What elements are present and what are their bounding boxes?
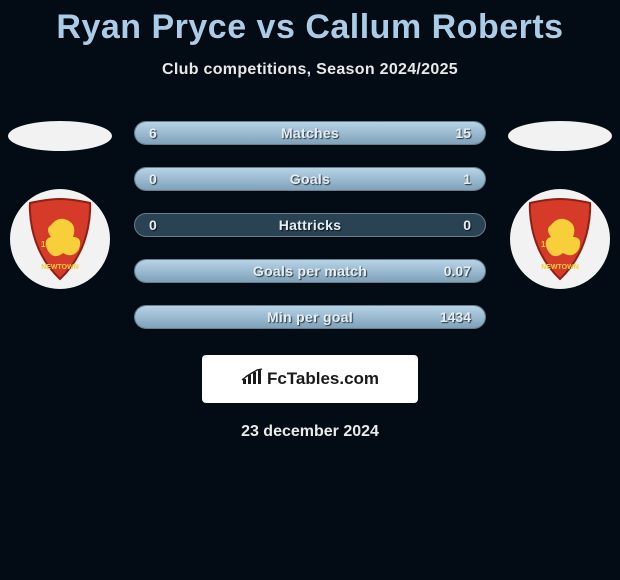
- svg-text:18: 18: [41, 240, 50, 249]
- right-club-badge: 18 75 NEWTOWN: [510, 189, 610, 289]
- attribution-text: FcTables.com: [267, 369, 379, 389]
- stat-label: Matches: [135, 122, 485, 144]
- left-player-column: 18 75 NEWTOWN: [0, 121, 120, 289]
- stat-bar-hattricks: 0 Hattricks 0: [134, 213, 486, 237]
- stat-label: Min per goal: [135, 306, 485, 328]
- comparison-container: 18 75 NEWTOWN 18 75 NEWTOWN: [0, 121, 620, 441]
- stat-label: Goals: [135, 168, 485, 190]
- attribution-badge: FcTables.com: [202, 355, 418, 403]
- date-label: 23 december 2024: [0, 423, 620, 441]
- svg-text:NEWTOWN: NEWTOWN: [541, 264, 579, 271]
- stat-value-right: 1434: [440, 306, 471, 328]
- svg-text:18: 18: [541, 240, 550, 249]
- stat-label: Hattricks: [135, 214, 485, 236]
- page-title: Ryan Pryce vs Callum Roberts: [0, 0, 620, 47]
- stat-label: Goals per match: [135, 260, 485, 282]
- chart-icon: [241, 368, 263, 391]
- right-player-avatar-placeholder: [508, 121, 612, 151]
- svg-text:75: 75: [569, 240, 578, 249]
- right-player-column: 18 75 NEWTOWN: [500, 121, 620, 289]
- right-shield-icon: 18 75 NEWTOWN: [523, 197, 597, 281]
- left-shield-icon: 18 75 NEWTOWN: [23, 197, 97, 281]
- left-player-avatar-placeholder: [8, 121, 112, 151]
- stat-bar-matches: 6 Matches 15: [134, 121, 486, 145]
- stats-bars: 6 Matches 15 0 Goals 1 0 Hattricks 0 Goa…: [134, 121, 486, 329]
- subtitle: Club competitions, Season 2024/2025: [0, 61, 620, 79]
- stat-bar-min-per-goal: Min per goal 1434: [134, 305, 486, 329]
- svg-text:75: 75: [69, 240, 78, 249]
- stat-value-right: 0.07: [444, 260, 471, 282]
- stat-value-right: 15: [455, 122, 471, 144]
- stat-bar-goals: 0 Goals 1: [134, 167, 486, 191]
- stat-value-right: 0: [463, 214, 471, 236]
- svg-text:NEWTOWN: NEWTOWN: [41, 264, 79, 271]
- left-club-badge: 18 75 NEWTOWN: [10, 189, 110, 289]
- stat-bar-goals-per-match: Goals per match 0.07: [134, 259, 486, 283]
- stat-value-right: 1: [463, 168, 471, 190]
